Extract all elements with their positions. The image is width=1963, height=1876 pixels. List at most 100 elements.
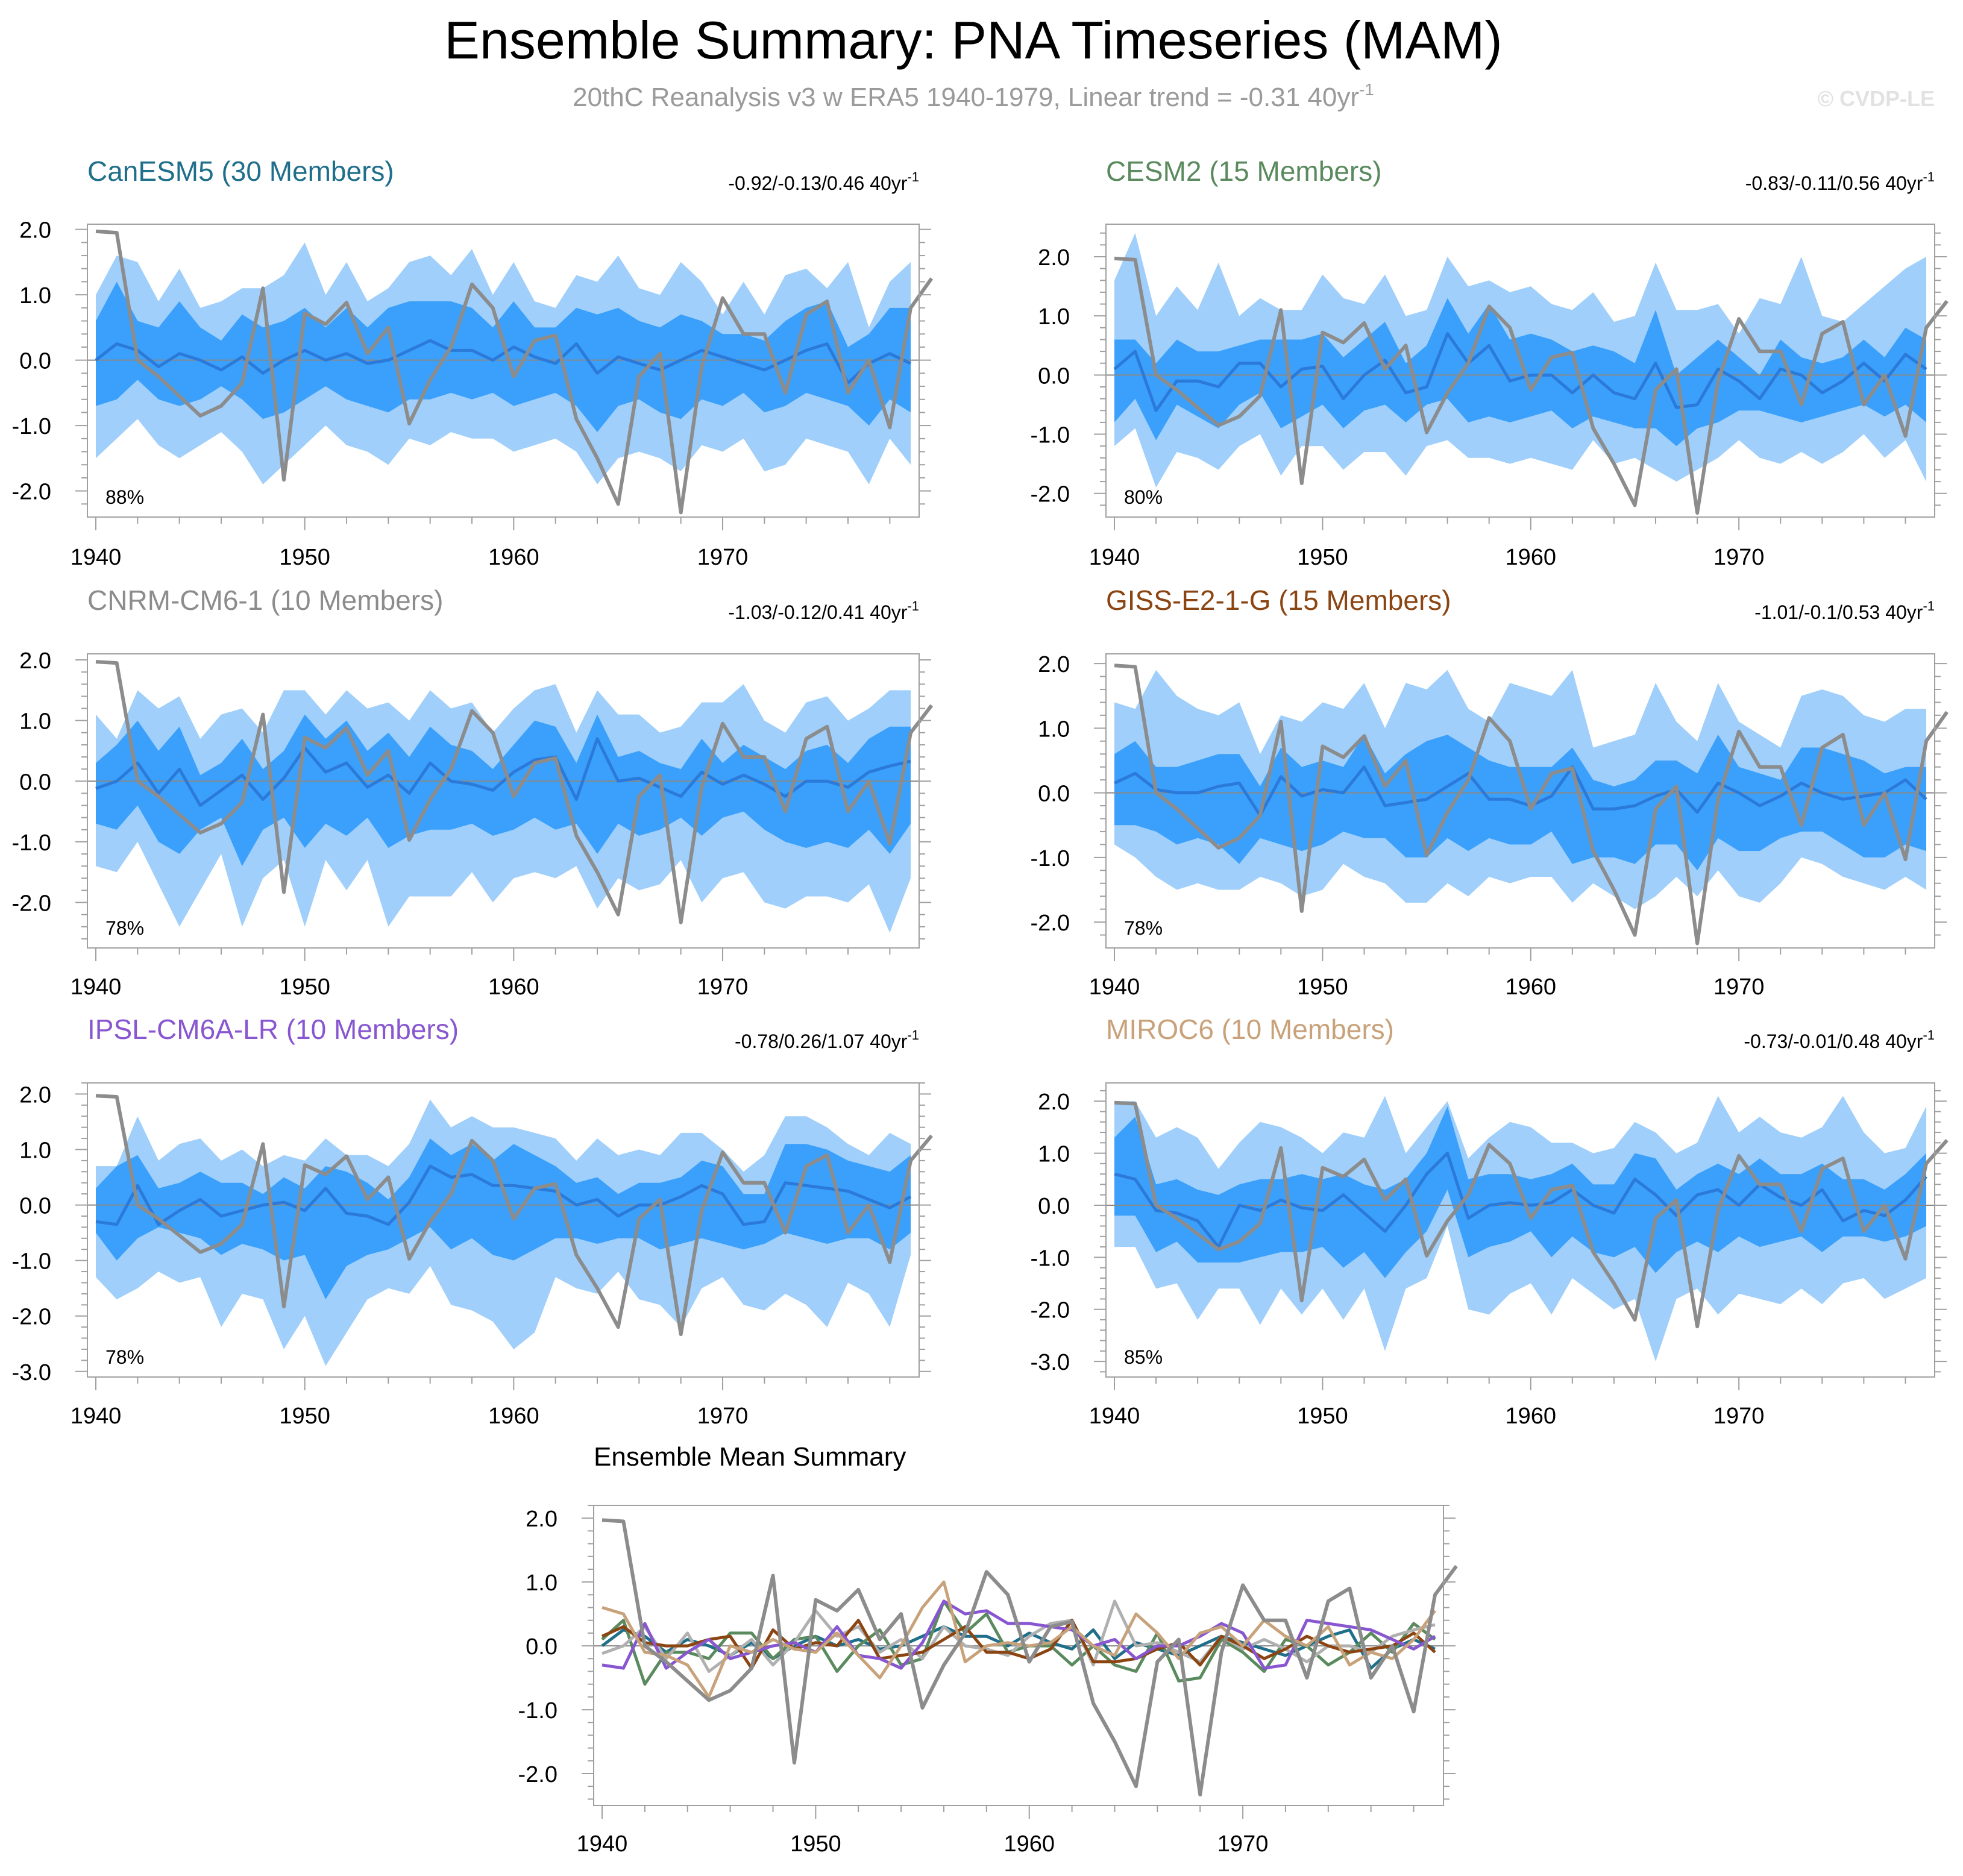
panels: 2.0 1.0 0.0 -1.0 -2.0 1940 1950 1960 1970 CanESM5…	[12, 155, 1949, 1857]
y-tick-label: 2.0	[19, 218, 51, 243]
y-tick-label: -1.0	[12, 1249, 51, 1275]
x-tick-label: 1950	[279, 1404, 330, 1429]
y-tick-label: -3.0	[1031, 1350, 1070, 1375]
y-tick-label: 0.0	[1038, 363, 1070, 389]
panel-miroc6: 2.0 1.0 0.0 -1.0 -2.0 -3.0 1940 1950 1960 1970 MIR…	[1031, 1014, 1949, 1429]
trend-text: -0.92/-0.13/0.46 40yr	[728, 172, 907, 194]
x-tick-label: 1960	[1505, 545, 1556, 570]
x-tick-label: 1950	[279, 545, 330, 570]
range-band-inner	[96, 1138, 911, 1300]
x-tick-label: 1970	[1713, 974, 1765, 1000]
observations-line	[1114, 256, 1949, 515]
observations-line	[95, 229, 934, 515]
page-subtitle: 20thC Reanalysis v3 w ERA5 1940-1979, Li…	[573, 80, 1374, 112]
y-tick-label: -1.0	[1031, 846, 1070, 871]
trend-range: -1.03/-0.12/0.41 40yr-1	[728, 598, 919, 623]
percent-label: 88%	[105, 486, 144, 508]
y-tick-label: 0.0	[1038, 1194, 1070, 1219]
x-tick-label: 1940	[1089, 545, 1140, 570]
y-tick-label: 2.0	[1038, 245, 1070, 271]
x-tick-label: 1970	[1713, 1404, 1765, 1429]
percent-label: 78%	[1124, 917, 1163, 939]
percent-label: 78%	[105, 917, 144, 939]
model-title: MIROC6 (10 Members)	[1106, 1014, 1394, 1045]
ensemble-mean-line	[95, 737, 911, 807]
summary-title: Ensemble Mean Summary	[594, 1442, 906, 1472]
y-tick-label: 2.0	[19, 1082, 51, 1108]
y-tick-label: -2.0	[12, 1305, 51, 1330]
y-tick-label: 0.0	[19, 1194, 51, 1219]
y-tick-label: 0.0	[1038, 782, 1070, 807]
y-tick-label: 1.0	[19, 1138, 51, 1163]
trend-sup: -1	[1923, 169, 1935, 184]
observations-line	[95, 1094, 933, 1337]
y-tick-label: 1.0	[19, 709, 51, 735]
y-tick-label: -2.0	[12, 891, 51, 917]
trend-sup: -1	[907, 598, 919, 613]
x-tick-label: 1940	[577, 1831, 628, 1857]
y-tick-label: -1.0	[12, 414, 51, 439]
ensemble-mean-line	[1114, 1152, 1927, 1249]
y-tick-label: 2.0	[1038, 652, 1070, 677]
x-tick-label: 1950	[1297, 974, 1348, 1000]
x-tick-label: 1960	[488, 545, 539, 570]
y-tick-label: 2.0	[19, 648, 51, 674]
x-tick-label: 1940	[71, 974, 122, 1000]
plot-frame	[1105, 1082, 1935, 1378]
y-tick-label: -1.0	[1031, 423, 1070, 448]
x-tick-label: 1960	[1505, 974, 1556, 1000]
series-line-observations	[601, 1518, 1458, 1796]
x-tick-label: 1950	[1297, 1404, 1348, 1429]
y-tick-label: 1.0	[1038, 717, 1070, 742]
x-tick-label: 1940	[1089, 1404, 1140, 1429]
page-title: Ensemble Summary: PNA Timeseries (MAM)	[444, 10, 1503, 70]
subtitle-sup: -1	[1359, 80, 1374, 99]
series-line-miroc6	[601, 1580, 1437, 1699]
trend-range: -1.01/-0.1/0.53 40yr-1	[1754, 598, 1935, 623]
x-tick-label: 1970	[1217, 1831, 1269, 1857]
model-title: CESM2 (15 Members)	[1106, 155, 1382, 187]
panel-ipsl: 2.0 1.0 0.0 -1.0 -2.0 -3.0 1940 1950 1960 1970 IPS…	[12, 1014, 933, 1429]
trend-range: -0.78/0.26/1.07 40yr-1	[735, 1027, 919, 1052]
observations-line	[1114, 664, 1949, 946]
range-band-inner	[96, 714, 911, 867]
trend-sup: -1	[1923, 598, 1935, 613]
panel-giss: 2.0 1.0 0.0 -1.0 -2.0 1940 1950 1960 1970 GISS-E2…	[1031, 585, 1949, 1000]
percent-label: 85%	[1124, 1346, 1163, 1368]
y-tick-label: 1.0	[1038, 304, 1070, 330]
trend-text: -1.01/-0.1/0.53 40yr	[1754, 601, 1923, 623]
model-title: GISS-E2-1-G (15 Members)	[1106, 585, 1451, 616]
y-tick-label: 0.0	[19, 770, 51, 795]
y-tick-label: 0.0	[19, 349, 51, 374]
x-tick-label: 1940	[71, 545, 122, 570]
trend-range: -0.73/-0.01/0.48 40yr-1	[1744, 1027, 1935, 1052]
y-tick-label: -2.0	[518, 1762, 557, 1787]
y-tick-label: -2.0	[1031, 1298, 1070, 1323]
percent-label: 80%	[1124, 486, 1163, 508]
range-band-inner	[1114, 298, 1926, 447]
y-tick-label: 1.0	[526, 1570, 557, 1596]
panel-canesm5: 2.0 1.0 0.0 -1.0 -2.0 1940 1950 1960 1970 CanESM5…	[12, 155, 934, 570]
x-tick-label: 1970	[1713, 545, 1765, 570]
observations-line	[1114, 1100, 1949, 1329]
model-title: CNRM-CM6-1 (10 Members)	[87, 585, 443, 616]
plot-frame	[1105, 224, 1935, 518]
x-tick-label: 1970	[697, 974, 749, 1000]
plot-frame	[593, 1505, 1444, 1806]
plot-frame	[87, 653, 920, 949]
trend-text: -0.83/-0.11/0.56 40yr	[1745, 172, 1923, 194]
trend-text: -0.78/0.26/1.07 40yr	[735, 1031, 908, 1052]
x-tick-label: 1960	[488, 974, 539, 1000]
panel-summary: 2.0 1.0 0.0 -1.0 -2.0 1940 1950 1960 1970 Ensembl…	[518, 1442, 1458, 1857]
x-tick-label: 1970	[697, 545, 749, 570]
observations-line	[95, 660, 934, 924]
trend-sup: -1	[907, 1027, 919, 1043]
trend-sup: -1	[1923, 1027, 1935, 1043]
y-tick-label: 0.0	[526, 1634, 557, 1660]
trend-sup: -1	[907, 169, 919, 184]
y-tick-label: -1.0	[518, 1698, 557, 1724]
x-tick-label: 1950	[1297, 545, 1348, 570]
watermark: © CVDP-LE	[1817, 86, 1935, 111]
model-title: IPSL-CM6A-LR (10 Members)	[87, 1014, 459, 1045]
